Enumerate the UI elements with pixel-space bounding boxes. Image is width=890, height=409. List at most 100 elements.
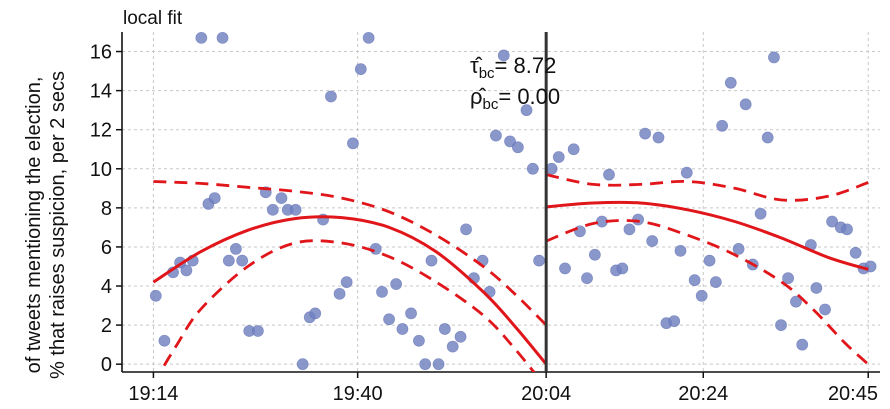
rho-subscript: bc bbox=[483, 96, 499, 113]
data-point-92 bbox=[819, 303, 831, 316]
y-tick-label-0: 0 bbox=[101, 354, 112, 376]
data-point-36 bbox=[413, 334, 425, 347]
y-tick-label-3: 6 bbox=[101, 237, 112, 259]
x-tick-label-0: 19:14 bbox=[128, 383, 178, 405]
data-point-37 bbox=[419, 358, 432, 371]
y-tick-label-5: 10 bbox=[90, 159, 112, 181]
data-point-16 bbox=[266, 203, 279, 216]
data-point-38 bbox=[425, 254, 438, 267]
data-point-39 bbox=[432, 358, 445, 371]
data-points bbox=[149, 31, 877, 371]
data-point-96 bbox=[849, 246, 862, 259]
data-point-93 bbox=[826, 215, 838, 228]
data-point-52 bbox=[526, 162, 539, 175]
rho-label: ρ̂bc= 0.00 bbox=[470, 84, 560, 113]
y-tick-label-6: 12 bbox=[90, 120, 112, 142]
data-point-41 bbox=[446, 340, 459, 353]
data-point-51 bbox=[520, 104, 533, 117]
fit-curves bbox=[152, 173, 870, 372]
y-tick-label-7: 14 bbox=[90, 81, 112, 103]
data-point-32 bbox=[383, 313, 395, 326]
data-point-57 bbox=[567, 143, 580, 156]
y-tick-label-4: 8 bbox=[101, 198, 112, 220]
data-point-12 bbox=[236, 254, 249, 267]
x-tick-label-2: 20:04 bbox=[521, 383, 571, 405]
rho-symbol: ρ̂ bbox=[470, 84, 487, 109]
data-point-40 bbox=[438, 323, 451, 335]
y-axis-title-line1: of tweets mentioning the election, bbox=[23, 77, 45, 374]
fit-left-curve bbox=[152, 215, 548, 366]
x-tick-labels: 19:14 19:40 20:04 20:24 20:45 bbox=[128, 383, 878, 405]
data-point-34 bbox=[396, 323, 409, 335]
data-point-9 bbox=[216, 31, 229, 44]
data-point-62 bbox=[603, 168, 615, 181]
data-point-77 bbox=[709, 276, 722, 289]
data-point-26 bbox=[340, 276, 353, 289]
data-point-28 bbox=[354, 63, 367, 76]
data-point-65 bbox=[623, 223, 636, 236]
data-point-31 bbox=[376, 285, 388, 298]
data-point-79 bbox=[724, 76, 737, 89]
data-point-83 bbox=[754, 207, 767, 220]
data-point-84 bbox=[761, 131, 774, 144]
data-point-10 bbox=[222, 254, 235, 267]
data-point-24 bbox=[325, 90, 337, 103]
axes bbox=[116, 32, 880, 378]
data-point-17 bbox=[275, 192, 288, 204]
data-point-88 bbox=[790, 295, 802, 308]
data-point-85 bbox=[768, 51, 780, 64]
data-point-43 bbox=[460, 223, 472, 236]
tau-subscript: bc bbox=[479, 65, 495, 82]
data-point-73 bbox=[680, 166, 693, 179]
data-point-11 bbox=[229, 242, 242, 255]
data-point-6 bbox=[195, 31, 208, 44]
data-point-14 bbox=[251, 325, 264, 337]
data-point-80 bbox=[732, 242, 745, 255]
data-point-91 bbox=[810, 282, 823, 294]
data-point-60 bbox=[588, 248, 601, 261]
y-tick-labels: 0 2 4 6 8 10 12 14 16 bbox=[90, 42, 112, 377]
data-point-25 bbox=[333, 287, 346, 300]
data-point-55 bbox=[552, 151, 565, 163]
data-point-35 bbox=[405, 307, 417, 320]
data-point-50 bbox=[511, 141, 524, 154]
ci-left-lower-curve bbox=[158, 239, 536, 372]
y-tick-label-8: 16 bbox=[90, 42, 112, 64]
x-tick-label-3: 20:24 bbox=[678, 383, 728, 405]
data-point-76 bbox=[703, 254, 716, 267]
tau-label: τ̂bc= 8.72 bbox=[470, 53, 556, 82]
data-point-56 bbox=[559, 262, 571, 275]
tau-value: = 8.72 bbox=[495, 53, 557, 78]
rho-annotation: ρ̂bc= 0.00 bbox=[470, 84, 560, 113]
chart-title: local fit bbox=[123, 8, 183, 29]
data-point-29 bbox=[362, 31, 375, 44]
ci-right-upper-curve bbox=[545, 173, 869, 202]
data-point-4 bbox=[180, 264, 193, 277]
data-point-86 bbox=[775, 319, 787, 332]
data-point-74 bbox=[688, 274, 701, 287]
data-point-20 bbox=[296, 358, 309, 371]
ci-left-upper-curve bbox=[153, 180, 548, 327]
data-point-8 bbox=[208, 192, 221, 204]
data-point-71 bbox=[668, 315, 681, 328]
ci-right-lower-curve bbox=[545, 219, 870, 366]
data-point-87 bbox=[782, 272, 794, 285]
data-point-27 bbox=[347, 137, 359, 150]
data-point-1 bbox=[158, 334, 171, 347]
data-point-48 bbox=[497, 49, 510, 62]
data-point-19 bbox=[289, 203, 302, 216]
data-point-95 bbox=[841, 223, 853, 236]
data-point-72 bbox=[674, 244, 687, 257]
data-point-49 bbox=[504, 135, 516, 148]
data-point-64 bbox=[616, 262, 629, 275]
data-point-81 bbox=[739, 98, 752, 111]
data-point-22 bbox=[309, 307, 322, 320]
data-point-42 bbox=[454, 330, 467, 343]
data-point-59 bbox=[581, 272, 593, 285]
rho-value: = 0.00 bbox=[498, 84, 560, 109]
y-tick-label-1: 2 bbox=[101, 315, 112, 337]
data-point-78 bbox=[716, 119, 729, 132]
fit-right-curve bbox=[546, 200, 869, 271]
x-tick-label-4: 20:45 bbox=[828, 383, 878, 405]
x-tick-label-1: 19:40 bbox=[333, 383, 383, 405]
